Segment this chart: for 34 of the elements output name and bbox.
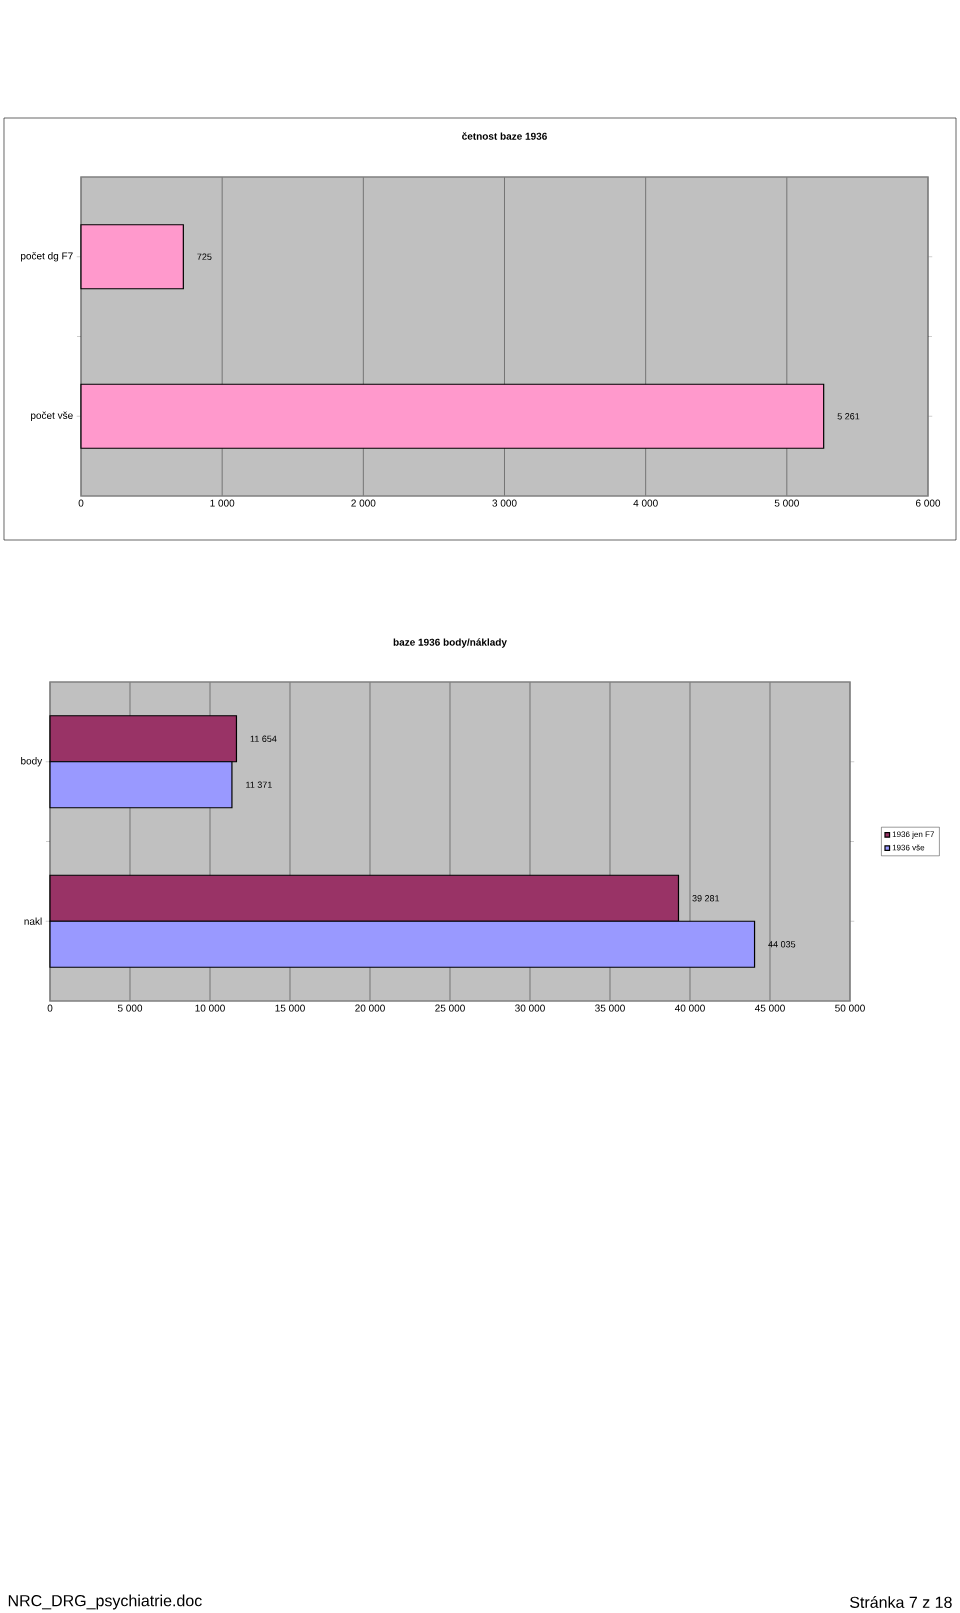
x-tick-label: 1 000 bbox=[210, 499, 235, 507]
text: NRC_DRG_psychiatrie.doc bbox=[8, 1594, 202, 1610]
x-tick-label: 40 000 bbox=[674, 1004, 705, 1012]
x-tick-label: 0 bbox=[78, 499, 84, 507]
x-tick-label: 5 000 bbox=[774, 499, 799, 507]
x-tick-label: 10 000 bbox=[195, 1004, 225, 1012]
x-tick-label: 25 000 bbox=[435, 1004, 465, 1012]
x-tick-label: 3 000 bbox=[492, 499, 517, 507]
y-tick-label: nakl bbox=[24, 917, 42, 925]
x-tick-label: 30 000 bbox=[515, 1004, 545, 1012]
y-tick-label: body bbox=[21, 757, 43, 767]
text: Stránka 7 z 18 bbox=[850, 1596, 952, 1608]
data-label: 5 261 bbox=[837, 413, 860, 420]
legend-label: 1936 vše bbox=[892, 844, 925, 851]
x-tick-label: 20 000 bbox=[355, 1004, 385, 1012]
data-label: 44 035 bbox=[768, 941, 796, 948]
x-tick-label: 5 000 bbox=[117, 1004, 143, 1012]
y-tick-label: počet dg F7 bbox=[21, 252, 73, 262]
data-label: 725 bbox=[197, 253, 212, 260]
chart-title: baze 1936 body/náklady bbox=[393, 638, 507, 648]
x-tick-label: 0 bbox=[47, 1004, 53, 1012]
legend-label: 1936 jen F7 bbox=[892, 831, 934, 839]
x-tick-label: 4 000 bbox=[633, 499, 658, 507]
data-label: 11 654 bbox=[250, 735, 277, 742]
data-label: 39 281 bbox=[692, 895, 720, 902]
chart-title: četnost baze 1936 bbox=[462, 132, 547, 140]
x-tick-label: 50 000 bbox=[835, 1004, 865, 1012]
x-tick-label: 45 000 bbox=[754, 1004, 785, 1012]
x-tick-label: 35 000 bbox=[595, 1004, 625, 1012]
y-tick-label: počet vše bbox=[31, 411, 73, 421]
x-tick-label: 2 000 bbox=[351, 499, 376, 507]
x-tick-label: 6 000 bbox=[915, 499, 941, 507]
x-tick-label: 15 000 bbox=[275, 1004, 305, 1012]
data-label: 11 371 bbox=[246, 781, 272, 788]
